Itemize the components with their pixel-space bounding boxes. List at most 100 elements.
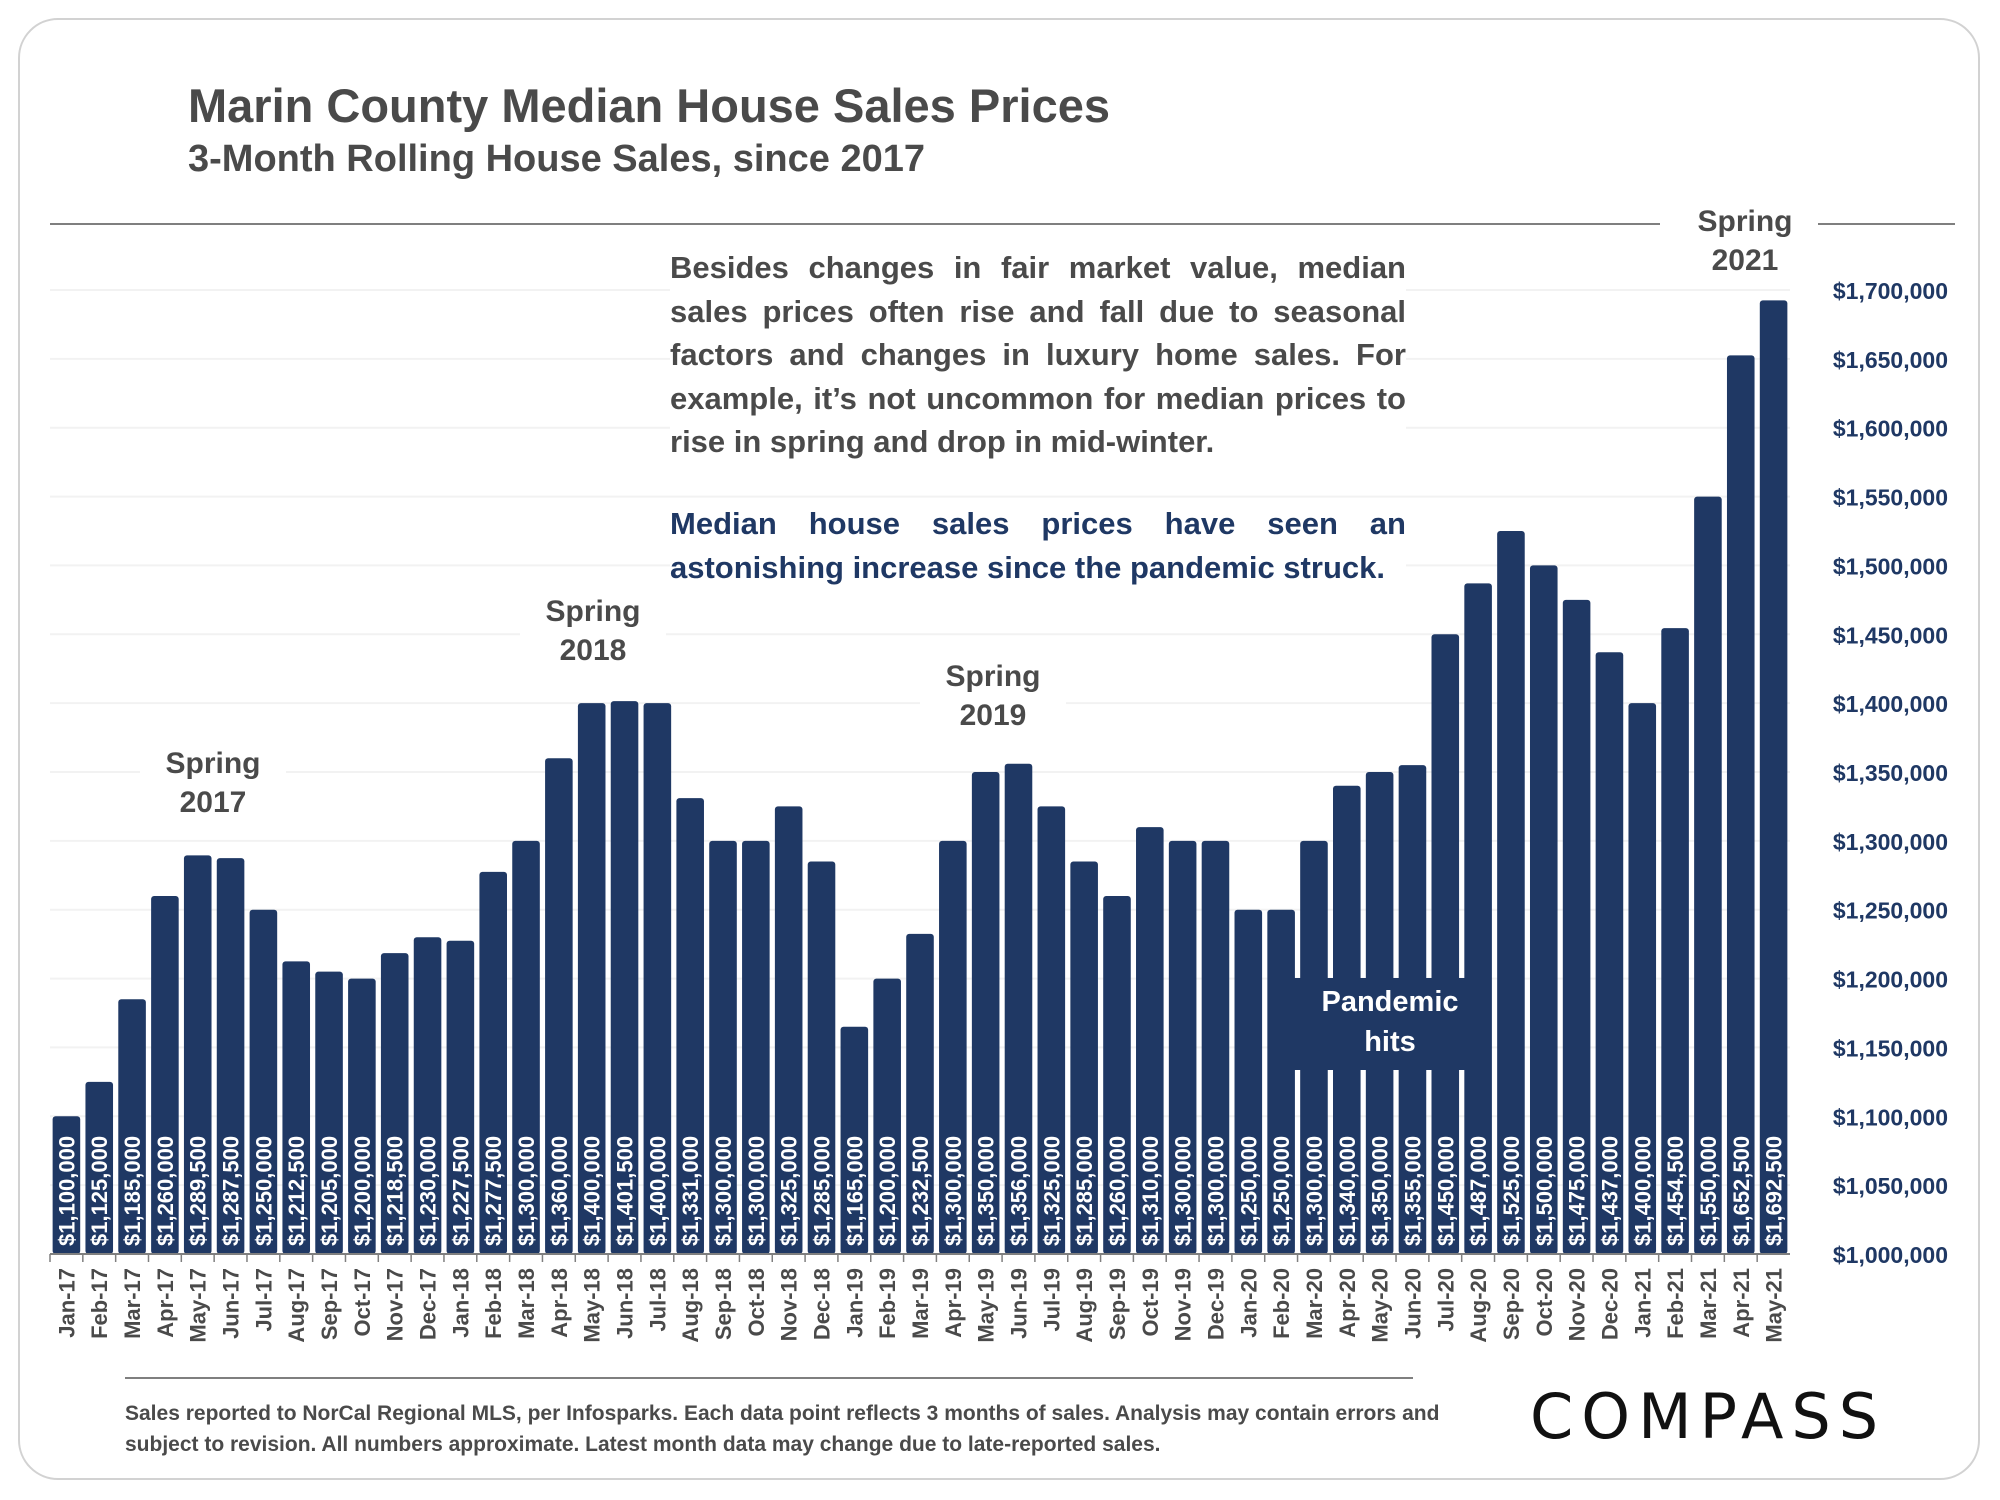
bar-value-label: $1,400,000 (645, 1136, 670, 1246)
bar-value-label: $1,652,500 (1729, 1136, 1754, 1246)
annotation-spring-2017: Spring 2017 (140, 742, 286, 824)
bar-value-label: $1,300,000 (1302, 1136, 1327, 1246)
annotation-spring-2018: Spring 2018 (520, 590, 666, 672)
bar-value-label: $1,287,500 (219, 1136, 244, 1246)
bar-value-label: $1,400,000 (580, 1136, 605, 1246)
bar-value-label: $1,400,000 (1630, 1136, 1655, 1246)
bar-value-label: $1,550,000 (1696, 1136, 1721, 1246)
annotation-line: Spring (1697, 205, 1793, 238)
y-tick-label: $1,050,000 (1833, 1173, 1948, 1199)
y-tick-label: $1,450,000 (1833, 622, 1948, 648)
bar-value-label: $1,300,000 (941, 1136, 966, 1246)
bar-value-label: $1,300,000 (1203, 1136, 1228, 1246)
commentary-text: Besides changes in fair market value, me… (670, 242, 1406, 468)
x-tick-label: Jun-19 (1006, 1268, 1031, 1339)
bar (709, 840, 737, 1254)
bar-value-label: $1,230,000 (416, 1136, 441, 1246)
bar (1070, 861, 1098, 1254)
annotation-line: Pandemic (1321, 986, 1459, 1018)
bar (1595, 652, 1624, 1254)
x-tick-label: Jan-20 (1236, 1268, 1261, 1338)
bar-value-label: $1,401,500 (613, 1136, 638, 1246)
bar (413, 937, 442, 1254)
top-divider-right (1795, 223, 1955, 225)
annotation-line: 2018 (559, 634, 627, 667)
x-tick-label: Jun-17 (219, 1268, 244, 1339)
bar-value-label: $1,232,500 (908, 1136, 933, 1246)
bar-value-label: $1,331,000 (678, 1136, 703, 1246)
y-tick-label: $1,550,000 (1833, 485, 1948, 511)
x-tick-label: Apr-20 (1335, 1268, 1360, 1338)
x-tick-label: May-18 (580, 1268, 605, 1343)
x-tick-label: Jul-17 (251, 1268, 276, 1332)
x-tick-label: Sep-20 (1499, 1268, 1524, 1340)
x-tick-label: Mar-20 (1302, 1268, 1327, 1339)
bar-value-label: $1,100,000 (54, 1136, 79, 1246)
bar (52, 1116, 81, 1254)
x-tick-label: Jan-17 (54, 1268, 79, 1338)
y-tick-label: $1,300,000 (1833, 829, 1948, 855)
bar (610, 701, 639, 1254)
x-tick-label: Dec-20 (1597, 1268, 1622, 1340)
x-tick-label: Feb-17 (87, 1268, 112, 1339)
x-tick-label: Feb-18 (481, 1268, 506, 1339)
bar (1562, 599, 1591, 1254)
bar-value-label: $1,250,000 (1269, 1136, 1294, 1246)
source-footnote: Sales reported to NorCal Regional MLS, p… (125, 1402, 1440, 1456)
x-tick-label: Aug-20 (1466, 1268, 1491, 1343)
x-tick-label: Sep-17 (317, 1268, 342, 1340)
bar (1628, 703, 1657, 1254)
y-tick-label: $1,250,000 (1833, 898, 1948, 924)
x-tick-label: Aug-17 (284, 1268, 309, 1343)
x-tick-label: Apr-17 (153, 1268, 178, 1338)
bar-value-label: $1,340,000 (1335, 1136, 1360, 1246)
annotation-spring-2019: Spring 2019 (920, 655, 1066, 737)
x-tick-label: Aug-18 (678, 1268, 703, 1343)
bar (1431, 634, 1460, 1254)
bar (348, 978, 376, 1254)
x-tick-label: May-20 (1368, 1268, 1393, 1343)
bar (545, 758, 573, 1254)
bar (315, 971, 343, 1254)
bar-value-label: $1,300,000 (514, 1136, 539, 1246)
y-tick-label: $1,000,000 (1833, 1242, 1948, 1268)
bar (939, 840, 967, 1254)
bar (906, 933, 934, 1254)
x-tick-label: Oct-17 (350, 1268, 375, 1336)
annotation-line: Spring (165, 747, 261, 780)
chart-subtitle: 3-Month Rolling House Sales, since 2017 (188, 138, 925, 180)
bar-value-label: $1,165,000 (842, 1136, 867, 1246)
x-tick-label: Mar-18 (514, 1268, 539, 1339)
annotation-pandemic-hits: Pandemic hits (1290, 978, 1490, 1070)
bar-value-label: $1,200,000 (875, 1136, 900, 1246)
bar-value-label: $1,250,000 (251, 1136, 276, 1246)
x-tick-label: Jan-18 (448, 1268, 473, 1338)
bar-value-label: $1,205,000 (317, 1136, 342, 1246)
bar-value-label: $1,260,000 (1105, 1136, 1130, 1246)
bar-value-label: $1,525,000 (1499, 1136, 1524, 1246)
bar (742, 840, 770, 1254)
bar-value-label: $1,475,000 (1565, 1136, 1590, 1246)
bar (1267, 909, 1295, 1254)
annotation-line: Spring (545, 595, 641, 628)
x-tick-label: Nov-20 (1565, 1268, 1590, 1341)
x-tick-label: Sep-18 (711, 1268, 736, 1340)
bar-value-label: $1,450,000 (1433, 1136, 1458, 1246)
x-tick-label: Jun-18 (613, 1268, 638, 1339)
bar (840, 1026, 869, 1254)
bar-value-label: $1,454,500 (1663, 1136, 1688, 1246)
x-tick-label: Feb-21 (1663, 1268, 1688, 1339)
x-tick-label: Nov-17 (383, 1268, 408, 1341)
bar (1529, 565, 1558, 1254)
x-tick-label: May-19 (974, 1268, 999, 1343)
x-tick-label: Feb-19 (875, 1268, 900, 1339)
bar-value-label: $1,250,000 (1236, 1136, 1261, 1246)
bar-value-label: $1,300,000 (711, 1136, 736, 1246)
bar-value-label: $1,325,000 (777, 1136, 802, 1246)
x-tick-label: Jan-21 (1630, 1268, 1655, 1338)
bar-value-label: $1,285,000 (810, 1136, 835, 1246)
y-tick-label: $1,600,000 (1833, 416, 1948, 442)
bar (676, 798, 704, 1254)
x-axis-ticks: Jan-17 Feb-17 Mar-17 Apr-17 May-17 Jun-17 Jul-… (49, 1253, 1790, 1343)
